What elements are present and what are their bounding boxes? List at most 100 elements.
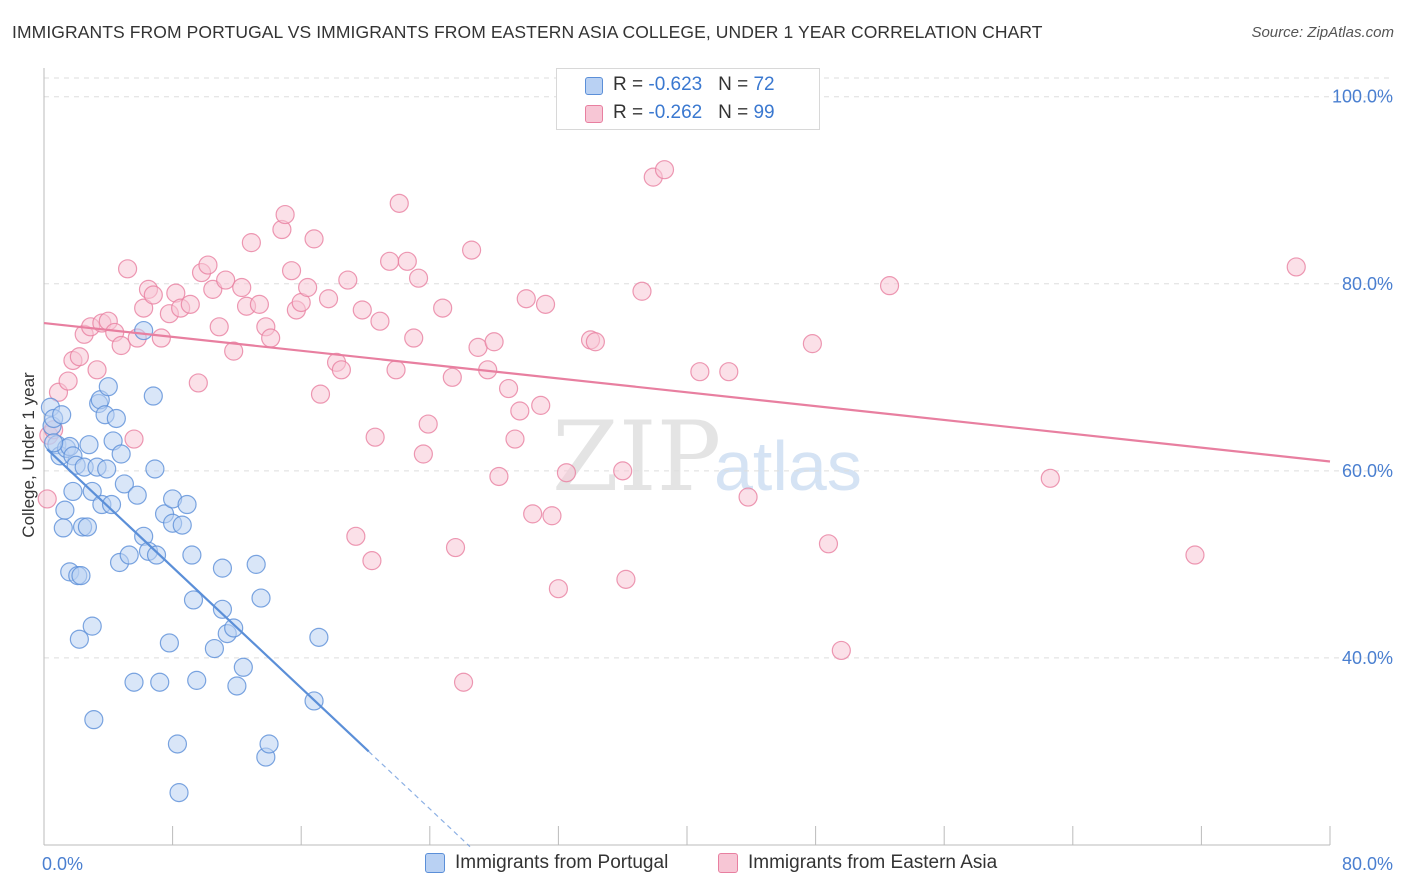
- data-point-eastern-asia: [386, 360, 406, 380]
- legend-n-value: 99: [753, 102, 775, 123]
- data-point-eastern-asia: [216, 270, 236, 290]
- data-point-portugal: [111, 444, 131, 464]
- legend-label-portugal: Immigrants from Portugal: [455, 852, 669, 873]
- watermark-zip: ZIP: [552, 401, 721, 513]
- data-point-eastern-asia: [224, 341, 244, 361]
- trend-lines: [43, 321, 1331, 848]
- legend-n-label: N =: [718, 74, 754, 95]
- legend-r-label: R =: [613, 74, 649, 95]
- data-point-eastern-asia: [879, 276, 900, 296]
- data-point-eastern-asia: [346, 526, 366, 546]
- data-point-portugal: [309, 627, 329, 647]
- data-point-eastern-asia: [510, 401, 530, 421]
- legend-n-label: N =: [718, 102, 754, 123]
- data-point-eastern-asia: [461, 240, 482, 260]
- data-point-eastern-asia: [484, 332, 504, 352]
- data-point-portugal: [227, 676, 247, 696]
- data-point-eastern-asia: [738, 487, 758, 507]
- legend-r-label: R =: [613, 102, 649, 123]
- data-point-eastern-asia: [453, 672, 474, 692]
- data-point-eastern-asia: [404, 328, 424, 348]
- data-point-eastern-asia: [413, 444, 433, 464]
- data-point-eastern-asia: [690, 362, 710, 382]
- data-point-eastern-asia: [531, 395, 551, 415]
- data-point-eastern-asia: [111, 335, 131, 356]
- data-point-portugal: [167, 734, 188, 754]
- data-point-eastern-asia: [548, 579, 569, 599]
- data-point-eastern-asia: [241, 233, 261, 253]
- x-tick-label: 0.0%: [42, 854, 83, 874]
- data-point-portugal: [251, 588, 271, 608]
- data-point-eastern-asia: [310, 384, 331, 404]
- data-point-eastern-asia: [442, 367, 462, 387]
- data-point-eastern-asia: [818, 534, 839, 554]
- data-point-portugal: [124, 672, 144, 692]
- chart-title: IMMIGRANTS FROM PORTUGAL VS IMMIGRANTS F…: [12, 22, 1043, 42]
- legend-n-value: 72: [753, 74, 775, 95]
- gridlines: [44, 77, 1393, 659]
- points-portugal: [40, 320, 329, 803]
- data-point-eastern-asia: [134, 298, 154, 318]
- data-point-eastern-asia: [542, 506, 562, 526]
- data-point-eastern-asia: [585, 332, 605, 352]
- data-point-portugal: [63, 481, 83, 502]
- data-point-eastern-asia: [516, 289, 536, 309]
- y-tick-label: 40.0%: [1342, 648, 1393, 668]
- data-point-portugal: [143, 386, 163, 406]
- data-point-portugal: [53, 518, 73, 538]
- legend-swatch-eastern-asia: [718, 853, 738, 873]
- data-point-portugal: [204, 638, 224, 659]
- data-point-portugal: [52, 405, 72, 425]
- data-point-portugal: [212, 558, 233, 578]
- data-point-portugal: [134, 320, 154, 341]
- data-point-eastern-asia: [1040, 468, 1060, 488]
- data-point-eastern-asia: [523, 504, 543, 524]
- data-point-portugal: [146, 545, 167, 565]
- data-point-eastern-asia: [616, 569, 636, 589]
- data-point-portugal: [159, 633, 179, 653]
- y-tick-label: 60.0%: [1342, 461, 1393, 481]
- data-point-portugal: [97, 459, 117, 479]
- data-point-portugal: [119, 545, 139, 565]
- data-point-portugal: [106, 408, 126, 429]
- data-point-eastern-asia: [468, 337, 488, 357]
- data-point-eastern-asia: [535, 294, 556, 314]
- watermark: ZIP atlas: [552, 401, 862, 513]
- data-point-eastern-asia: [151, 328, 171, 348]
- data-point-eastern-asia: [331, 360, 351, 380]
- data-point-portugal: [169, 783, 189, 803]
- data-point-eastern-asia: [249, 294, 270, 314]
- trend-line-eastern-asia: [43, 321, 1331, 463]
- data-point-eastern-asia: [418, 414, 438, 434]
- data-point-eastern-asia: [281, 261, 302, 281]
- data-point-portugal: [84, 710, 104, 730]
- data-point-eastern-asia: [203, 279, 223, 299]
- data-point-portugal: [182, 545, 202, 565]
- legend-swatch-portugal: [425, 853, 445, 873]
- data-point-eastern-asia: [498, 378, 519, 399]
- data-point-eastern-asia: [380, 251, 400, 271]
- data-point-portugal: [77, 517, 98, 537]
- y-axis-title: College, Under 1 year: [19, 372, 38, 538]
- data-point-eastern-asia: [433, 298, 453, 318]
- y-tick-label: 80.0%: [1342, 274, 1393, 294]
- watermark-atlas: atlas: [714, 427, 862, 505]
- data-point-eastern-asia: [831, 640, 851, 661]
- data-point-portugal: [71, 566, 91, 586]
- data-point-eastern-asia: [298, 277, 318, 298]
- legend-label-eastern-asia: Immigrants from Eastern Asia: [748, 852, 998, 873]
- data-point-eastern-asia: [802, 334, 822, 354]
- data-point-eastern-asia: [505, 429, 525, 449]
- data-point-portugal: [224, 618, 244, 638]
- x-tick-label: 80.0%: [1342, 854, 1393, 874]
- data-point-eastern-asia: [143, 285, 163, 305]
- data-point-portugal: [187, 670, 207, 690]
- data-point-eastern-asia: [365, 427, 385, 447]
- data-point-eastern-asia: [556, 463, 577, 483]
- data-point-eastern-asia: [1185, 545, 1205, 565]
- data-point-eastern-asia: [352, 300, 372, 320]
- data-point-eastern-asia: [58, 371, 78, 391]
- data-point-portugal: [145, 459, 165, 479]
- data-point-portugal: [82, 616, 102, 636]
